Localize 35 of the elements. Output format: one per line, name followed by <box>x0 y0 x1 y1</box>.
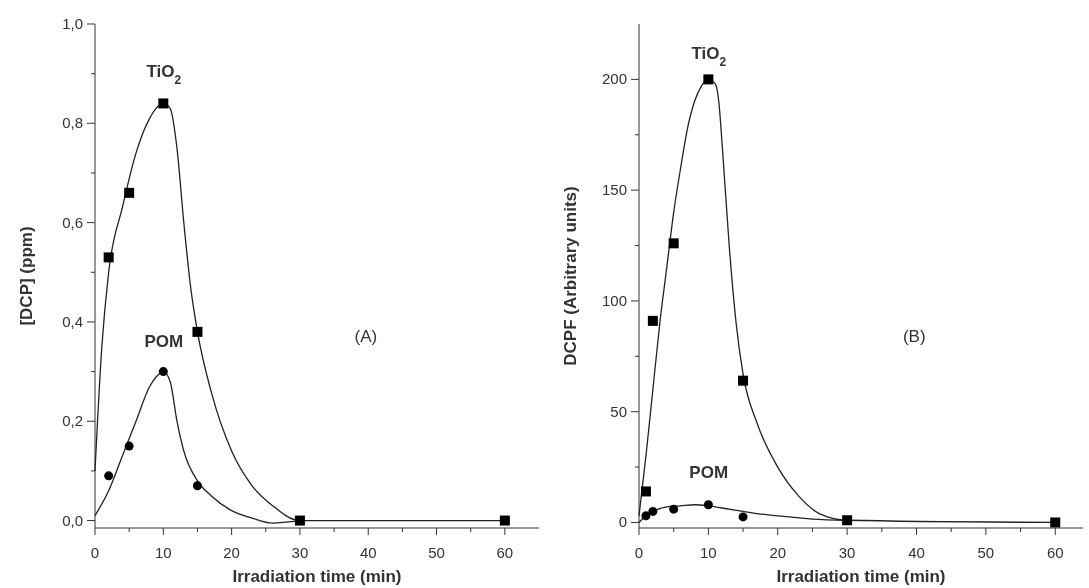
x-tick-label: 20 <box>769 544 787 561</box>
y-tick-label: 50 <box>610 402 627 420</box>
y-tick-label: 0 <box>618 513 627 531</box>
x-tick-label: 0 <box>634 544 644 561</box>
x-tick-label: 10 <box>700 544 717 561</box>
y-tick-label: 0,2 <box>62 412 83 430</box>
y-tick-label: 150 <box>601 181 627 199</box>
y-tick-label: 100 <box>601 291 627 309</box>
annotation: POM <box>144 331 184 351</box>
y-axis-title: [DCP] (ppm) <box>17 226 36 326</box>
annotation: POM <box>689 462 729 482</box>
x-tick-label: 0 <box>90 544 100 561</box>
annotation: (B) <box>902 326 926 346</box>
y-tick-label: 200 <box>601 70 627 88</box>
x-tick-label: 60 <box>496 544 514 561</box>
annotation: TiO$_{2}$ <box>146 61 182 87</box>
annotation: TiO$_{2}$ <box>691 44 727 70</box>
y-tick-label: 0,4 <box>62 312 83 330</box>
x-tick-label: 50 <box>428 544 445 561</box>
x-tick-label: 40 <box>908 544 925 561</box>
x-tick-label: 50 <box>977 544 995 561</box>
x-tick-label: 30 <box>291 544 309 561</box>
x-axis-title: Irradiation time (min) <box>232 567 402 586</box>
x-tick-label: 20 <box>223 544 240 561</box>
annotation: (A) <box>354 326 378 346</box>
x-tick-label: 60 <box>1046 544 1064 561</box>
x-axis-title: Irradiation time (min) <box>776 567 946 586</box>
x-tick-label: 30 <box>838 544 856 561</box>
y-tick-label: 0,6 <box>62 213 83 231</box>
y-tick-label: 0,0 <box>62 511 83 529</box>
y-tick-label: 0,8 <box>62 114 83 132</box>
x-tick-label: 40 <box>359 544 377 561</box>
x-tick-label: 10 <box>154 544 172 561</box>
y-axis-title: DCPF (Arbitrary units) <box>561 186 580 366</box>
y-tick-label: 1,0 <box>62 15 83 32</box>
